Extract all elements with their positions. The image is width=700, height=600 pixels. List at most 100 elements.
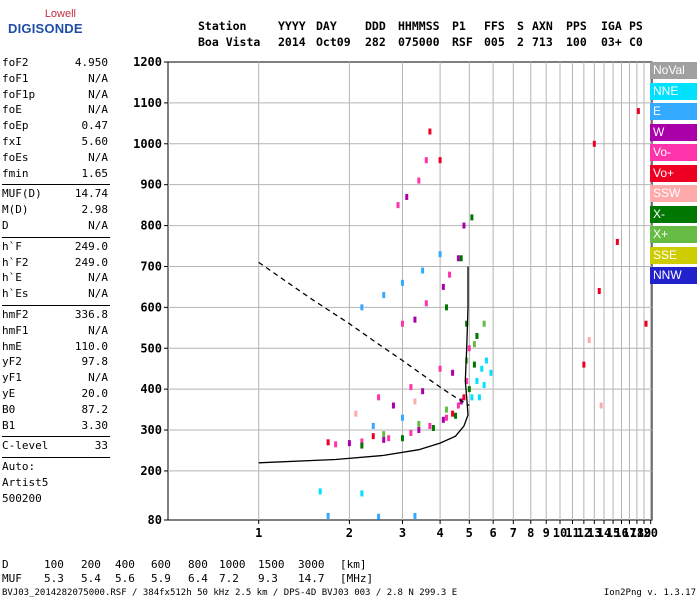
param-row: fmin 1.65 [2, 167, 108, 182]
panel-divider [2, 184, 110, 186]
param-value: 2.98 [81, 203, 109, 217]
legend-item: NNW [650, 267, 697, 284]
param-name: B1 [2, 418, 16, 432]
param-value: 4.950 [74, 56, 108, 69]
legend-item: SSW [650, 185, 697, 202]
software-version: Ion2Png v. 1.3.17 [603, 588, 696, 598]
echo-point [441, 283, 445, 290]
param-value: 336.8 [74, 308, 108, 321]
muf-value: 14.7 [298, 572, 325, 585]
station-header: Station YYYY DAY DDD HHMMSS P1 FFS S AXN PPS IGA PS… [0, 0, 700, 50]
param-value: 0.47 [81, 119, 109, 133]
echo-point [470, 394, 474, 401]
param-name: foEp [2, 119, 29, 133]
echo-point [480, 365, 484, 372]
legend-item: NoVal [650, 62, 697, 79]
echo-point [438, 365, 442, 372]
x-tick-label: 19 [637, 526, 651, 540]
virtual-height-dashed [258, 261, 470, 407]
param-row: yE 20.0 [2, 387, 108, 402]
param-name: h`F2 [2, 255, 29, 269]
echo-point [456, 402, 460, 409]
echo-point [360, 490, 364, 497]
y-tick-label: 800 [140, 219, 162, 233]
x-tick-label: 11 [565, 526, 579, 540]
param-value: N/A [88, 150, 108, 164]
legend-item: Vo+ [650, 164, 697, 182]
y-tick-label: 600 [140, 300, 162, 314]
echo-point [470, 214, 474, 221]
param-value: 1.65 [81, 166, 109, 180]
param-value: N/A [88, 287, 108, 301]
echo-point [462, 394, 466, 401]
param-row: Artist5 [2, 476, 108, 491]
param-row: Auto: [2, 460, 108, 475]
param-value: N/A [88, 219, 108, 232]
echo-point [400, 435, 404, 442]
echo-point [387, 435, 391, 442]
echo-point [424, 157, 428, 164]
echo-point [472, 361, 476, 368]
param-name: fxI [2, 135, 22, 148]
y-tick-label: 1200 [133, 55, 162, 69]
echo-point [465, 377, 469, 384]
param-row: foE N/A [2, 103, 108, 118]
param-value: N/A [88, 271, 108, 285]
echo-point [360, 442, 364, 449]
echo-point [615, 238, 619, 245]
panel-divider [2, 436, 110, 438]
echo-point [451, 410, 455, 417]
x-tick-label: 1 [255, 526, 262, 540]
param-name: fmin [2, 166, 29, 180]
echo-point [417, 427, 421, 434]
echo-point [413, 316, 417, 323]
echo-point [371, 422, 375, 429]
param-value: N/A [88, 323, 108, 337]
echo-point [467, 345, 471, 352]
header-col-value: Boa Vista [198, 35, 261, 49]
param-row: yF1 N/A [2, 371, 108, 386]
muf-value: 7.2 [219, 572, 239, 585]
distance-value: [km] [340, 558, 367, 571]
legend-item: NNE [650, 82, 697, 100]
param-name: h`F [2, 239, 22, 253]
echo-point [318, 488, 322, 495]
param-row: B1 3.30 [2, 419, 108, 434]
panel-divider [2, 457, 110, 459]
distance-value: 1500 [258, 558, 285, 571]
header-col-label: FFS [484, 19, 505, 33]
x-tick-label: 20 [643, 526, 657, 540]
header-col-label: PS [629, 19, 643, 33]
echo-point [477, 394, 481, 401]
param-row: h`F 249.0 [2, 240, 108, 255]
echo-point [587, 337, 591, 344]
muf-value: 5.6 [115, 572, 135, 585]
echo-point [482, 320, 486, 327]
plot-frame [167, 61, 653, 521]
series-vo+ [326, 108, 648, 446]
y-tick-label: 400 [140, 382, 162, 396]
param-row: fxI 5.60 [2, 135, 108, 150]
distance-value: 3000 [298, 558, 325, 571]
series-nne [318, 357, 493, 497]
param-row: 500200 [2, 492, 108, 507]
x-tick-label: 8 [527, 526, 534, 540]
param-row: foF1p N/A [2, 88, 108, 103]
param-row: D N/A [2, 219, 108, 234]
echo-point [360, 438, 364, 445]
echo-point [377, 513, 381, 520]
y-tick-label: 300 [140, 423, 162, 437]
muf-value: 9.3 [258, 572, 278, 585]
param-row: hmE 110.0 [2, 340, 108, 355]
param-name: C-level [2, 439, 49, 453]
x-tick-label: 9 [543, 526, 550, 540]
x-tick-label: 3 [399, 526, 406, 540]
distance-value: 100 [44, 558, 64, 571]
header-col-label: YYYY [278, 19, 306, 33]
param-value: 110.0 [74, 339, 108, 353]
param-row: C-level 33 [2, 439, 108, 454]
param-name: foEs [2, 150, 29, 164]
header-col-value: 713 [532, 35, 553, 49]
echo-point [413, 398, 417, 405]
x-tick-label: 4 [436, 526, 443, 540]
